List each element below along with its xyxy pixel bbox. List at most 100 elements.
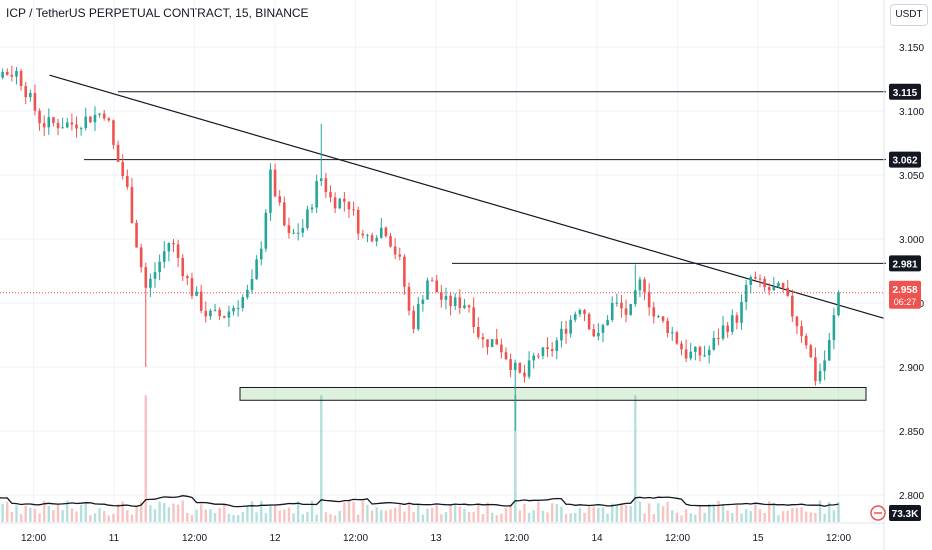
- volume-bar: [287, 507, 291, 522]
- candle-body: [389, 236, 392, 247]
- volume-bar: [84, 502, 87, 522]
- candle-body: [89, 116, 92, 123]
- chart-title: ICP / TetherUS PERPETUAL CONTRACT, 15, B…: [6, 6, 309, 20]
- volume-bar: [213, 513, 217, 522]
- volume-bar: [121, 501, 124, 522]
- candle-body: [527, 360, 531, 377]
- candle-body: [758, 278, 762, 280]
- candle-body: [629, 304, 632, 315]
- candle-body: [107, 118, 111, 121]
- volume-bar: [310, 500, 314, 522]
- candle-body: [186, 276, 189, 279]
- candle-body: [287, 225, 291, 234]
- volume-bar: [255, 512, 258, 522]
- candle-body: [273, 169, 277, 197]
- volume-bar: [126, 510, 129, 522]
- volume-bar: [186, 512, 189, 522]
- candle-body: [19, 71, 23, 87]
- volume-bar: [726, 510, 729, 522]
- candle-body: [666, 320, 669, 333]
- candle-body: [292, 232, 295, 234]
- trendline: [49, 74, 885, 319]
- volume-bar: [412, 512, 415, 522]
- volume-bar: [703, 512, 706, 522]
- candle-body: [116, 144, 120, 162]
- candle-body: [449, 295, 452, 307]
- candle-body: [1, 71, 4, 78]
- volume-bar: [430, 508, 434, 522]
- time-tick-label: 12:00: [21, 533, 46, 544]
- volume-bar: [260, 500, 263, 522]
- volume-bar: [477, 504, 480, 522]
- candle-body: [532, 355, 536, 361]
- candle-body: [93, 114, 97, 123]
- currency-selector[interactable]: USDT: [890, 4, 928, 26]
- candle-body: [569, 319, 572, 334]
- candle-body: [218, 309, 221, 317]
- candle-body: [356, 209, 360, 234]
- volume-bar: [301, 514, 304, 522]
- volume-bar: [375, 507, 378, 522]
- candle-body: [541, 347, 545, 356]
- volume-bar: [6, 501, 9, 522]
- candle-body: [712, 337, 716, 350]
- candle-body: [814, 357, 817, 382]
- candle-body: [301, 227, 305, 233]
- candle-body: [592, 329, 596, 337]
- time-tick-label: 12:00: [343, 533, 368, 544]
- volume-bar: [75, 511, 78, 522]
- candle-body: [403, 256, 406, 287]
- volume-bar: [343, 502, 346, 522]
- price-level-label-text: 3.062: [892, 156, 917, 167]
- volume-bar: [158, 501, 161, 522]
- price-level-label: [889, 83, 921, 100]
- volume-bar: [167, 507, 171, 522]
- volume-bar: [70, 508, 74, 522]
- time-tick-label: 14: [591, 533, 603, 544]
- volume-bar: [103, 511, 106, 522]
- candle-body: [804, 335, 808, 346]
- countdown-timer: 06:27: [894, 297, 917, 307]
- volume-bar: [144, 395, 147, 522]
- volume-bar: [29, 508, 32, 522]
- candle-body: [236, 307, 240, 309]
- candle-body: [560, 328, 563, 341]
- volume-bar: [823, 513, 826, 522]
- candle-body: [698, 346, 702, 356]
- candle-body: [259, 248, 263, 260]
- candle-body: [463, 305, 466, 309]
- candle-body: [176, 244, 180, 258]
- candle-body: [606, 320, 609, 326]
- volume-bar: [768, 501, 771, 522]
- volume-bar: [694, 514, 697, 522]
- candle-body: [827, 339, 831, 361]
- candle-body: [84, 116, 88, 129]
- candle-body: [537, 355, 540, 357]
- candle-body: [333, 197, 337, 209]
- volume-bar: [227, 513, 231, 522]
- candle-body: [190, 278, 194, 296]
- volume-bar: [380, 510, 383, 522]
- candle-body: [740, 301, 743, 323]
- candle-body: [689, 351, 693, 359]
- price-tick-label: 2.900: [899, 363, 924, 374]
- candle-body: [490, 339, 494, 348]
- volume-bar: [749, 511, 752, 522]
- volume-bar: [324, 512, 328, 522]
- support-zone: [239, 386, 867, 401]
- candle-body: [624, 308, 628, 315]
- volume-bar: [407, 502, 411, 522]
- volume-bar: [777, 515, 780, 522]
- volume-bar: [541, 510, 545, 522]
- candle-body: [38, 110, 41, 124]
- candle-body: [246, 289, 249, 298]
- volume-bar: [403, 511, 406, 522]
- volume-bar: [444, 512, 448, 522]
- volume-bar: [712, 504, 716, 522]
- volume-bar: [338, 510, 341, 522]
- volume-bar: [537, 501, 540, 522]
- volume-bar: [611, 503, 614, 522]
- volume-bar: [370, 510, 374, 522]
- candle-body: [65, 122, 69, 128]
